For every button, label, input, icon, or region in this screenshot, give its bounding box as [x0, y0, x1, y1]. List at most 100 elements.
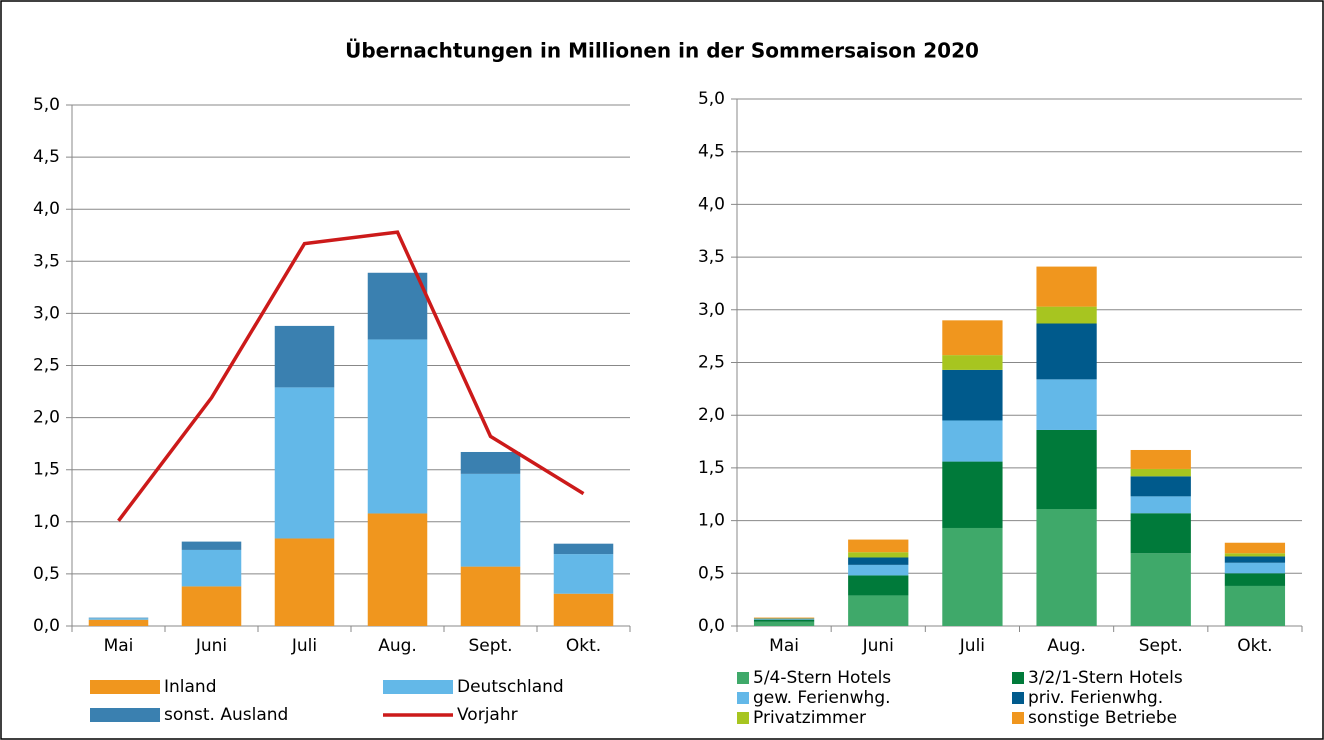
- x-tick-label: Okt.: [1237, 636, 1272, 656]
- legend-label: Vorjahr: [457, 705, 518, 725]
- bar-segment: [88, 618, 149, 620]
- bar-segment: [553, 593, 614, 626]
- legend-swatch: [1012, 672, 1024, 684]
- bar-segment: [1036, 509, 1097, 626]
- bar-segment: [88, 619, 149, 626]
- bar-segment: [1130, 449, 1191, 469]
- bar-segment: [1224, 562, 1286, 574]
- y-tick-label: 1,5: [698, 458, 725, 478]
- y-tick-label: 0,5: [33, 564, 60, 584]
- bar-segment: [942, 320, 1003, 356]
- bar-segment: [1130, 513, 1191, 554]
- x-tick-label: Juni: [195, 636, 227, 656]
- bar-segment: [460, 451, 521, 474]
- x-tick-label: Juni: [862, 636, 894, 656]
- bar-segment: [460, 473, 521, 567]
- bar-segment: [460, 566, 521, 626]
- bar-segment: [753, 617, 815, 619]
- y-tick-label: 4,0: [33, 199, 60, 219]
- bar-segment: [1036, 306, 1097, 324]
- x-tick-label: Okt.: [566, 636, 601, 656]
- x-tick-label: Juli: [291, 636, 317, 656]
- legend-label: sonstige Betriebe: [1028, 708, 1177, 728]
- y-tick-label: 5,0: [33, 95, 60, 115]
- y-tick-label: 3,0: [33, 303, 60, 323]
- legend-swatch: [737, 692, 749, 704]
- bar-segment: [1224, 556, 1286, 563]
- legend-swatch: [383, 680, 453, 694]
- bar-segment: [1130, 476, 1191, 497]
- bar-segment: [367, 513, 428, 626]
- bar-segment: [1224, 585, 1286, 626]
- y-tick-label: 4,0: [698, 194, 725, 214]
- y-tick-label: 1,5: [33, 460, 60, 480]
- y-tick-label: 4,5: [33, 147, 60, 167]
- legend-swatch: [90, 708, 160, 722]
- y-tick-label: 0,0: [33, 616, 60, 636]
- legend-label: 5/4-Stern Hotels: [753, 668, 891, 688]
- line-series: [117, 230, 585, 522]
- y-tick-label: 2,0: [698, 405, 725, 425]
- bar-segment: [274, 538, 335, 626]
- bar-segment: [1036, 379, 1097, 430]
- bar-segment: [848, 539, 909, 553]
- y-tick-label: 2,0: [33, 408, 60, 428]
- x-tick-label: Juli: [959, 636, 985, 656]
- bar-segment: [848, 575, 909, 596]
- bar-segment: [942, 461, 1003, 528]
- y-tick-label: 5,0: [698, 89, 725, 109]
- bar-segment: [1130, 468, 1191, 477]
- bar-segment: [848, 552, 909, 558]
- bar-segment: [942, 355, 1003, 370]
- bar-segment: [274, 325, 335, 388]
- bar-segment: [1224, 573, 1286, 586]
- bar-segment: [274, 387, 335, 539]
- bar-segment: [848, 595, 909, 626]
- x-tick-label: Aug.: [378, 636, 417, 656]
- x-tick-label: Sept.: [1139, 636, 1183, 656]
- y-tick-label: 0,0: [698, 616, 725, 636]
- legend-label: Privatzimmer: [753, 708, 866, 728]
- bar-segment: [753, 621, 815, 626]
- y-tick-label: 2,5: [33, 356, 60, 376]
- x-tick-label: Mai: [104, 636, 134, 656]
- bar-segment: [367, 339, 428, 514]
- bar-segment: [848, 564, 909, 576]
- bar-segment: [1224, 542, 1286, 554]
- bar-segment: [1130, 553, 1191, 626]
- legend-swatch: [1012, 712, 1024, 724]
- bar-segment: [1036, 323, 1097, 380]
- bar-segment: [942, 420, 1003, 462]
- bar-segment: [181, 549, 242, 587]
- y-tick-label: 3,5: [33, 251, 60, 271]
- bar-segment: [942, 527, 1003, 626]
- y-tick-label: 1,0: [698, 511, 725, 531]
- bar-segment: [1036, 429, 1097, 510]
- x-tick-label: Mai: [769, 636, 799, 656]
- legend-label: sonst. Ausland: [164, 705, 288, 725]
- bar-segment: [88, 617, 149, 619]
- y-tick-label: 3,5: [698, 247, 725, 267]
- bar-segment: [942, 369, 1003, 421]
- bar-segment: [753, 619, 815, 622]
- bar-segment: [1130, 496, 1191, 514]
- bar-segment: [553, 554, 614, 594]
- bar-segment: [753, 618, 815, 620]
- y-tick-label: 1,0: [33, 512, 60, 532]
- chart-title: Übernachtungen in Millionen in der Somme…: [345, 39, 979, 63]
- bar-segment: [367, 272, 428, 340]
- legend-label: gew. Ferienwhg.: [753, 688, 891, 708]
- legend-label: 3/2/1-Stern Hotels: [1028, 668, 1183, 688]
- bar-segment: [553, 543, 614, 555]
- legend-swatch: [737, 712, 749, 724]
- legend-swatch: [737, 672, 749, 684]
- bar-segment: [181, 586, 242, 626]
- y-tick-label: 3,0: [698, 300, 725, 320]
- legend-label: priv. Ferienwhg.: [1028, 688, 1163, 708]
- y-tick-label: 2,5: [698, 353, 725, 373]
- y-tick-label: 4,5: [698, 142, 725, 162]
- bar-segment: [181, 541, 242, 550]
- y-tick-label: 0,5: [698, 563, 725, 583]
